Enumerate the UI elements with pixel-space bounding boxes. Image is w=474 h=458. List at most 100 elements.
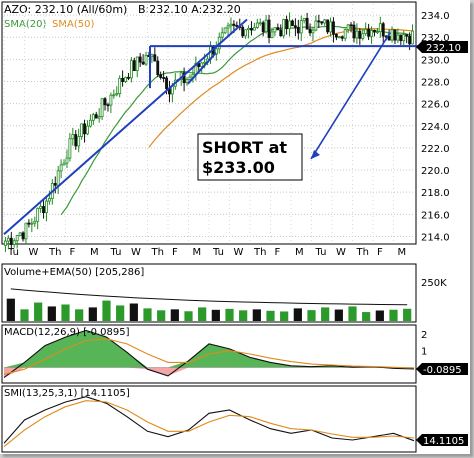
x-tick-label: W [336, 247, 346, 258]
candle [106, 102, 110, 112]
candle [91, 112, 95, 125]
candle [370, 26, 373, 44]
candle [358, 27, 362, 45]
x-tick-label: F [172, 247, 178, 258]
candle [97, 108, 101, 123]
volume-bar [61, 304, 70, 321]
candle [4, 237, 7, 253]
price-grid [3, 4, 414, 242]
volume-bar [47, 306, 56, 321]
macd-tick-label: 1 [421, 347, 427, 358]
candle [279, 24, 283, 37]
candle [273, 27, 277, 37]
candle [343, 28, 347, 42]
candle [42, 198, 45, 219]
candle [411, 24, 414, 45]
volume-bar [211, 309, 220, 321]
candle [127, 73, 130, 81]
candle [214, 41, 218, 61]
volume-bar [20, 309, 29, 321]
candle [124, 76, 127, 84]
smi-lines [3, 396, 415, 448]
candle [24, 222, 28, 245]
candle [226, 22, 230, 37]
candle [267, 14, 271, 44]
x-tick-label: W [131, 247, 141, 258]
price-tick-label: 220.0 [421, 166, 450, 177]
candle [71, 127, 75, 146]
candle [402, 30, 406, 46]
smi-axis: 14.1105 [416, 434, 468, 447]
smi-panel-frame [1, 385, 417, 453]
price-tick-label: 228.0 [421, 77, 450, 88]
smi-signal-line [3, 400, 415, 448]
price-tick-label: 216.0 [421, 210, 450, 221]
x-tick-label: Th [356, 247, 369, 258]
candle [103, 97, 107, 111]
volume-bar [375, 310, 384, 321]
candle [308, 23, 312, 37]
candle [320, 21, 324, 26]
candle [156, 56, 160, 78]
trendlines [3, 18, 418, 236]
candle [121, 70, 125, 87]
volume-bar [88, 307, 97, 321]
sma20-line [60, 25, 413, 216]
volume-bar [266, 310, 275, 321]
candle [168, 80, 171, 103]
symbol-label: AZO: 232.10 (All/60m) [4, 3, 127, 16]
candle [399, 34, 403, 46]
candle [21, 231, 25, 242]
x-tick-label: Tu [212, 247, 224, 258]
candle [235, 21, 239, 28]
candle [288, 12, 291, 37]
candle [68, 132, 72, 162]
macd-panel-frame [1, 324, 417, 384]
candle [150, 53, 154, 64]
candle [264, 15, 268, 34]
candle [408, 32, 412, 51]
volume-bar [157, 310, 166, 321]
annotation-box [197, 133, 303, 181]
price-tick-label: 214.0 [421, 232, 450, 243]
candle [162, 71, 166, 83]
candle [241, 25, 245, 38]
volume-bar [239, 310, 248, 321]
macd-histogram [4, 330, 414, 378]
candle [337, 35, 341, 39]
uptrend-line [3, 18, 248, 236]
candle [141, 54, 145, 65]
candle [329, 17, 332, 37]
volume-axis: 250K [421, 278, 447, 289]
x-tick-label: W [234, 247, 244, 258]
price-tick-label: 230.0 [421, 55, 450, 66]
candle [18, 232, 22, 237]
macd-hist-negative [4, 367, 414, 378]
x-tick-label: F [377, 247, 383, 258]
candle [323, 18, 327, 26]
candle [100, 98, 104, 121]
candle [252, 22, 256, 31]
candle [135, 56, 139, 78]
arrow-head [311, 149, 320, 159]
annotation-line1: SHORT at [202, 138, 287, 157]
candle [30, 218, 34, 233]
candle [282, 18, 286, 39]
x-tick-label: M [295, 247, 304, 258]
candle [317, 14, 321, 28]
candle [59, 159, 63, 179]
candle [258, 18, 262, 26]
candle [250, 21, 253, 36]
volume-bar [143, 308, 152, 321]
candle [352, 21, 356, 43]
candle [77, 128, 81, 153]
candle [291, 19, 294, 27]
volume-bar [280, 311, 289, 321]
price-tick-label: 224.0 [421, 122, 450, 133]
candle [276, 23, 280, 31]
candle [223, 27, 227, 35]
candle [185, 76, 189, 86]
volume-bar [389, 309, 398, 321]
candle [109, 92, 113, 114]
candles [4, 12, 414, 253]
